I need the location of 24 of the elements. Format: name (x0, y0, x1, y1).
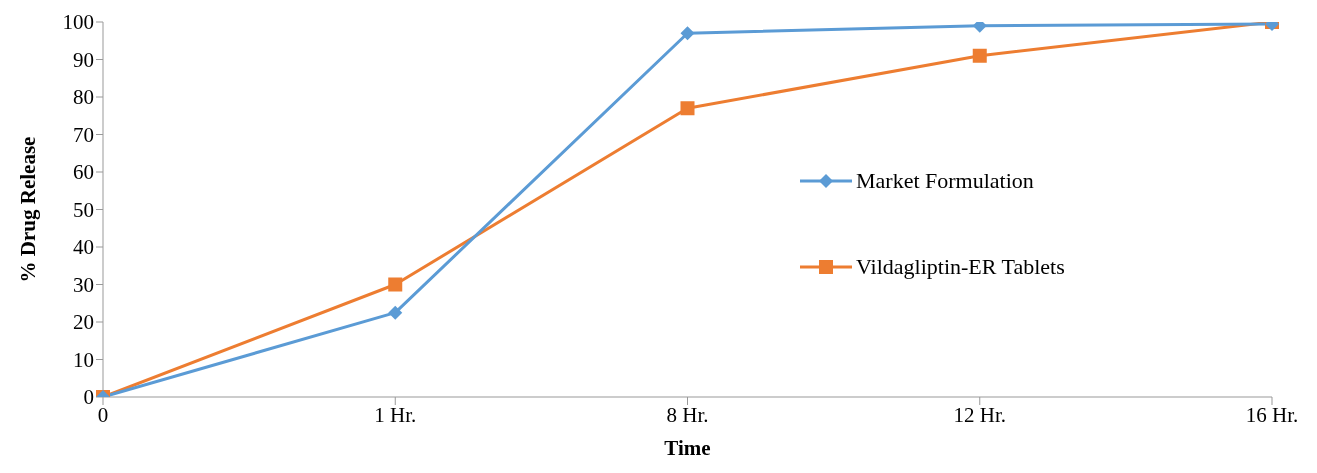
x-tick-label: 1 Hr. (374, 402, 417, 427)
y-tick-label: 60 (73, 160, 94, 185)
point (680, 26, 695, 41)
point (388, 305, 403, 320)
y-tick-label: 30 (73, 272, 94, 297)
y-tick-label: 40 (73, 235, 94, 260)
y-tick-label: 0 (83, 385, 94, 410)
y-tick-label: 100 (62, 10, 94, 35)
y-tick-label: 70 (73, 122, 94, 147)
y-tick-label: 10 (73, 347, 94, 372)
y-tick-label: 20 (73, 310, 94, 335)
x-tick-label: 12 Hr. (953, 402, 1006, 427)
point (388, 277, 403, 292)
x-tick-label: 16 Hr. (1245, 402, 1299, 427)
y-tick-label: 80 (73, 85, 94, 110)
y-axis-title: % Drug Release (16, 136, 41, 283)
y-tick-label: 50 (73, 197, 94, 222)
y-tick-label: 90 (73, 47, 94, 72)
x-axis-title: Time (664, 436, 711, 460)
x-tick-label: 8 Hr. (666, 402, 709, 427)
legend-label: Market Formulation (856, 168, 1034, 194)
point (680, 101, 695, 116)
point (972, 48, 987, 63)
legend-label: Vildagliptin-ER Tablets (856, 254, 1065, 280)
